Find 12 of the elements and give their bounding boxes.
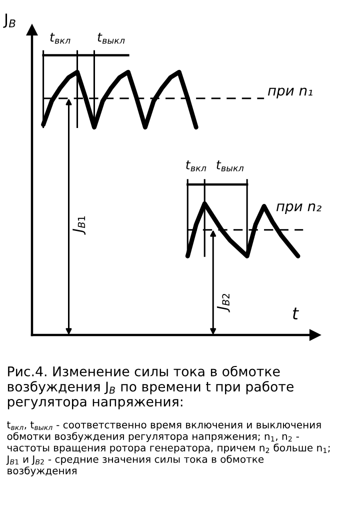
annotation: J$_{В2}$	[216, 294, 230, 312]
annotation: t$_{вкл}$	[186, 160, 206, 172]
annotation: J$_{В1}$	[72, 216, 86, 235]
text: t$_{вкл}$, t$_{выкл}$ - соответственно время включения и выключения обмотки возбуждения регулятора напряжения; n$_{1}$, n$_{2}$ - частоты вращения ротора генератора, причем n$_{2}$ больше n$_{1}$; J$_{В1}$ и J$_{В2}$ - средние значения силы тока в обмотке возбуждения	[6, 421, 330, 476]
annotation: t$_{выкл}$	[216, 160, 244, 172]
x-axis-title: t	[292, 308, 299, 320]
text: Рис.4. Изменение силы тока в обмотке возбуждения J$_{В}$ по времени t при работе регулятора напряжения:	[8, 366, 294, 410]
text: t$_{выкл}$	[98, 32, 125, 44]
ref-line-label: при n₁	[268, 88, 312, 98]
ref-line-label: при n₂	[276, 203, 322, 214]
text: t$_{вкл}$	[50, 32, 70, 44]
y-axis-title: J$_{В}$	[3, 14, 16, 28]
